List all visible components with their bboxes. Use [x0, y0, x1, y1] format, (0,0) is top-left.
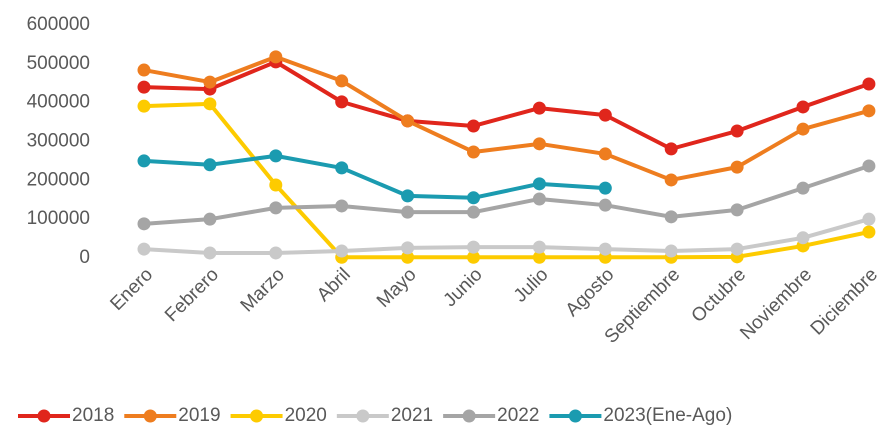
point — [730, 203, 744, 217]
point — [137, 99, 151, 113]
x-tick-label: Julio — [510, 264, 552, 306]
legend-marker — [356, 409, 370, 423]
point — [401, 189, 415, 203]
point — [203, 97, 217, 111]
y-tick-label: 300000 — [27, 131, 90, 152]
legend-label: 2020 — [285, 405, 327, 426]
point — [862, 77, 876, 91]
series-line — [143, 54, 870, 182]
x-tick-label: Junio — [440, 264, 487, 311]
point — [269, 149, 283, 163]
point — [664, 142, 678, 156]
point — [335, 74, 349, 88]
point — [730, 124, 744, 138]
x-tick-label: Noviembre — [736, 264, 816, 344]
y-tick-label: 100000 — [27, 208, 90, 229]
point — [137, 217, 151, 231]
y-tick-label: 0 — [79, 247, 90, 268]
legend-label: 2023(Ene-Ago) — [603, 405, 732, 426]
point — [598, 181, 612, 195]
point — [269, 178, 283, 192]
legend-label: 2021 — [391, 405, 433, 426]
point — [598, 242, 612, 256]
legend-label: 2019 — [178, 405, 220, 426]
series-line — [143, 153, 606, 200]
x-tick-label: Mayo — [373, 264, 421, 312]
point — [796, 100, 810, 114]
legend-marker — [250, 409, 264, 423]
point — [532, 177, 546, 191]
point — [664, 210, 678, 224]
point — [664, 173, 678, 187]
point — [730, 242, 744, 256]
point — [335, 95, 349, 109]
point — [269, 246, 283, 260]
point — [796, 231, 810, 245]
point — [137, 63, 151, 77]
point — [532, 137, 546, 151]
legend-marker — [568, 409, 582, 423]
point — [269, 50, 283, 64]
point — [137, 80, 151, 94]
x-tick-label: Octubre — [688, 264, 751, 327]
point — [467, 240, 480, 254]
point — [862, 225, 876, 239]
point — [532, 250, 546, 264]
series-line — [143, 59, 870, 151]
point — [467, 191, 480, 205]
point — [401, 114, 415, 128]
point — [730, 160, 744, 174]
point — [203, 158, 217, 172]
point — [467, 205, 480, 219]
point — [598, 108, 612, 122]
point — [335, 244, 349, 258]
point — [862, 212, 876, 226]
point — [467, 145, 480, 159]
point — [862, 159, 876, 173]
x-tick-label: Agosto — [562, 264, 619, 321]
point — [203, 212, 217, 226]
point — [532, 192, 546, 206]
x-tick-label: Enero — [106, 264, 157, 315]
legend-label: 2018 — [72, 405, 114, 426]
point — [532, 101, 546, 115]
point — [532, 240, 546, 254]
y-tick-label: 500000 — [27, 53, 90, 74]
point — [137, 242, 151, 256]
point — [401, 250, 415, 264]
point — [203, 246, 217, 260]
point — [335, 161, 349, 175]
point — [664, 244, 678, 258]
point — [401, 205, 415, 219]
point — [862, 104, 876, 118]
legend-marker — [143, 409, 157, 423]
x-tick-label: Diciembre — [807, 264, 882, 339]
point — [137, 154, 151, 168]
y-tick-label: 200000 — [27, 169, 90, 190]
point — [598, 147, 612, 161]
point — [335, 199, 349, 213]
point — [401, 241, 415, 255]
series-line — [143, 164, 870, 226]
point — [796, 181, 810, 195]
x-tick-label: Febrero — [161, 264, 223, 326]
point — [467, 119, 480, 133]
series-line — [143, 217, 870, 255]
legend-marker — [37, 409, 51, 423]
x-tick-label: Marzo — [237, 264, 289, 316]
y-tick-label: 600000 — [27, 14, 90, 35]
x-tick-label: Abril — [313, 264, 355, 306]
series-line — [143, 101, 870, 260]
point — [203, 75, 217, 89]
y-tick-label: 400000 — [27, 92, 90, 113]
legend-label: 2022 — [497, 405, 539, 426]
legend-marker — [462, 409, 476, 423]
point — [598, 198, 612, 212]
point — [269, 201, 283, 215]
point — [796, 122, 810, 136]
point — [467, 250, 480, 264]
